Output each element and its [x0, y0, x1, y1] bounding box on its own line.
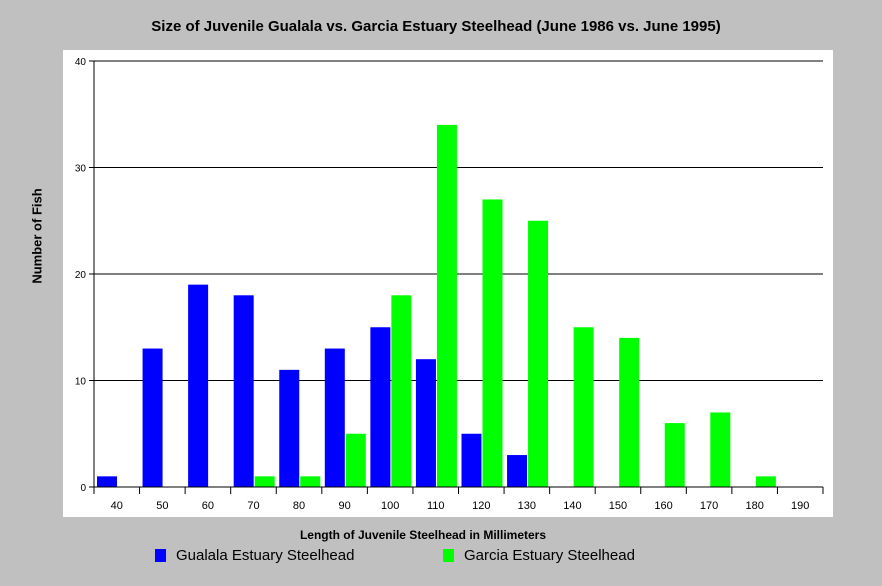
legend-item-garcia: Garcia Estuary Steelhead [443, 546, 635, 564]
x-tick-label: 120 [472, 500, 490, 512]
y-tick-label: 40 [75, 57, 87, 68]
y-tick-label: 10 [75, 377, 87, 388]
x-tick-label: 170 [700, 500, 718, 512]
bar-gualala-60 [188, 284, 209, 487]
axes [89, 60, 824, 494]
bar-garcia-120 [482, 199, 503, 487]
bar-garcia-80 [300, 476, 321, 487]
x-tick-label: 40 [111, 500, 123, 512]
bar-garcia-110 [436, 124, 457, 488]
y-axis-label: Number of Fish [29, 188, 45, 284]
x-tick-label: 110 [427, 500, 445, 512]
bar-garcia-70 [254, 476, 275, 487]
legend-swatch-garcia [443, 548, 454, 562]
y-tick-label: 0 [80, 483, 86, 494]
bar-garcia-180 [755, 476, 776, 487]
x-tick-label: 150 [609, 500, 627, 512]
tick-labels: 0 10 20 30 40 40 50 60 70 80 90 100 110 120 130 140 150 1… [75, 57, 810, 512]
chart-title: Size of Juvenile Gualala vs. Garcia Estu… [151, 18, 721, 35]
x-tick-label: 190 [791, 500, 809, 512]
legend-label-gualala: Gualala Estuary Steelhead [176, 546, 355, 564]
bar-gualala-110 [415, 359, 436, 487]
y-tick-label: 30 [75, 164, 87, 175]
x-tick-label: 60 [202, 500, 214, 512]
bar-gualala-70 [233, 295, 254, 487]
y-tick-label: 20 [75, 270, 87, 281]
bar-gualala-90 [324, 348, 345, 487]
x-tick-label: 100 [381, 500, 399, 512]
bar-garcia-100 [391, 295, 412, 487]
x-tick-label: 130 [518, 500, 536, 512]
x-tick-label: 50 [156, 500, 168, 512]
bar-garcia-90 [345, 433, 366, 487]
x-tick-label: 90 [338, 500, 350, 512]
bar-garcia-130 [528, 220, 549, 487]
gridlines [94, 60, 823, 381]
bar-garcia-150 [619, 337, 640, 487]
legend-item-gualala: Gualala Estuary Steelhead [155, 546, 354, 564]
bar-gualala-100 [370, 327, 391, 487]
bar-gualala-130 [507, 455, 528, 487]
bar-gualala-50 [142, 348, 163, 487]
x-tick-label: 80 [293, 500, 305, 512]
bar-garcia-170 [710, 412, 731, 487]
x-tick-label: 180 [745, 500, 763, 512]
x-tick-label: 160 [654, 500, 672, 512]
x-tick-label: 140 [563, 500, 581, 512]
x-tick-label: 70 [247, 500, 259, 512]
legend-swatch-gualala [155, 548, 166, 562]
bar-garcia-160 [664, 423, 685, 487]
bar-gualala-40 [97, 476, 117, 487]
x-axis-label: Length of Juvenile Steelhead in Millimet… [299, 528, 547, 542]
bar-gualala-120 [461, 433, 482, 487]
legend-label-garcia: Garcia Estuary Steelhead [464, 546, 635, 564]
bars [97, 124, 776, 488]
bar-gualala-80 [279, 369, 300, 487]
bar-garcia-140 [573, 327, 594, 487]
